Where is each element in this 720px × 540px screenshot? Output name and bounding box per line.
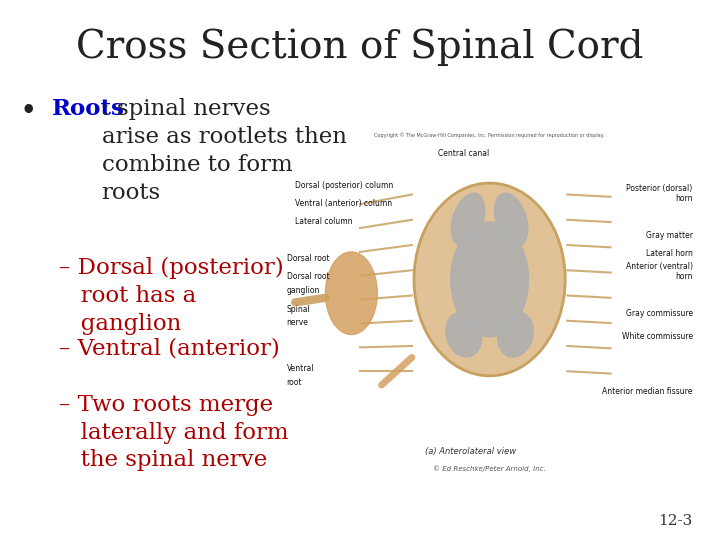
Ellipse shape bbox=[446, 312, 482, 357]
Text: Spinal: Spinal bbox=[287, 305, 310, 314]
Text: Gray commissure: Gray commissure bbox=[626, 309, 693, 318]
Text: Anterior (ventral)
horn: Anterior (ventral) horn bbox=[626, 262, 693, 281]
Text: Dorsal root: Dorsal root bbox=[287, 254, 329, 263]
Text: White commissure: White commissure bbox=[621, 332, 693, 341]
Ellipse shape bbox=[414, 183, 565, 376]
Text: •: • bbox=[20, 98, 36, 122]
Ellipse shape bbox=[325, 252, 377, 334]
Text: Anterior median fissure: Anterior median fissure bbox=[602, 387, 693, 396]
Text: Posterior (dorsal)
horn: Posterior (dorsal) horn bbox=[626, 184, 693, 204]
Text: Cross Section of Spinal Cord: Cross Section of Spinal Cord bbox=[76, 28, 644, 66]
Text: Ventral (anterior) column: Ventral (anterior) column bbox=[295, 199, 392, 208]
Ellipse shape bbox=[495, 193, 528, 246]
Text: nerve: nerve bbox=[287, 319, 308, 327]
Text: © Ed Reschke/Peter Arnold, Inc.: © Ed Reschke/Peter Arnold, Inc. bbox=[433, 465, 546, 472]
Text: Lateral column: Lateral column bbox=[295, 218, 353, 226]
Ellipse shape bbox=[498, 312, 534, 357]
Text: Central canal: Central canal bbox=[438, 148, 489, 158]
Ellipse shape bbox=[451, 222, 528, 337]
Text: Lateral horn: Lateral horn bbox=[646, 249, 693, 259]
Text: ganglion: ganglion bbox=[287, 286, 320, 295]
Text: Ventral: Ventral bbox=[287, 364, 314, 373]
Text: Copyright © The McGraw-Hill Companies, Inc. Permission required for reproduction: Copyright © The McGraw-Hill Companies, I… bbox=[374, 132, 605, 138]
Text: 12-3: 12-3 bbox=[658, 514, 693, 528]
Text: : spinal nerves
arise as rootlets then
combine to form
roots: : spinal nerves arise as rootlets then c… bbox=[102, 98, 346, 204]
Text: – Ventral (anterior): – Ventral (anterior) bbox=[59, 337, 280, 359]
Ellipse shape bbox=[451, 193, 485, 246]
Text: Dorsal (posterior) column: Dorsal (posterior) column bbox=[295, 181, 393, 190]
Text: – Dorsal (posterior)
   root has a
   ganglion: – Dorsal (posterior) root has a ganglion bbox=[59, 256, 284, 335]
Text: Gray matter: Gray matter bbox=[646, 231, 693, 240]
Text: Dorsal root: Dorsal root bbox=[287, 273, 329, 281]
Text: root: root bbox=[287, 378, 302, 387]
Text: – Two roots merge
   laterally and form
   the spinal nerve: – Two roots merge laterally and form the… bbox=[59, 394, 289, 471]
Text: (a) Anterolateral view: (a) Anterolateral view bbox=[425, 447, 516, 456]
Text: Roots: Roots bbox=[52, 98, 125, 120]
